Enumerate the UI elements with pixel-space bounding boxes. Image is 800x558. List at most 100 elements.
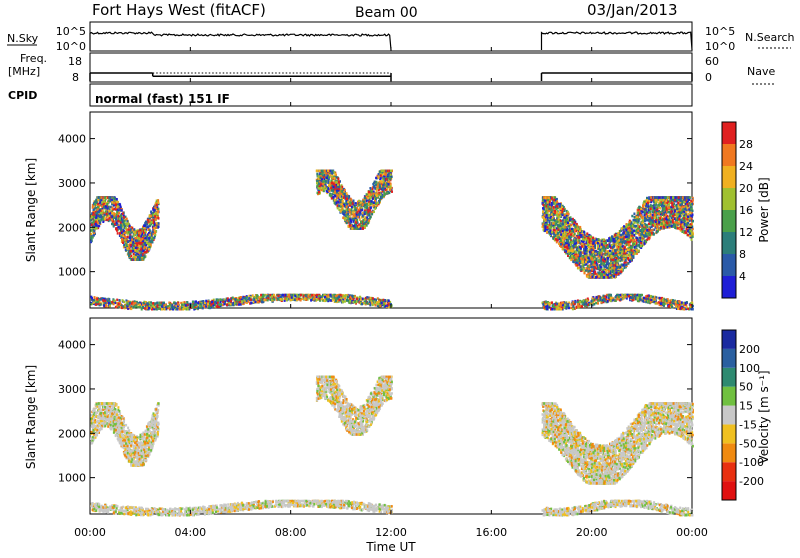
date-title: 03/Jan/2013 [587, 1, 678, 19]
power-point [350, 219, 352, 222]
power-point [335, 181, 337, 184]
power-point [389, 188, 391, 191]
power-point [357, 216, 359, 219]
power-point [349, 224, 351, 227]
power-point [95, 223, 97, 226]
power-point [687, 216, 689, 219]
power-point [95, 216, 97, 219]
power-point [686, 218, 688, 221]
power-point [322, 183, 324, 186]
power-point [383, 195, 385, 198]
power-point [354, 213, 356, 216]
power-point [98, 196, 100, 199]
power-point [134, 258, 136, 261]
power-point [148, 225, 150, 228]
power-point [338, 181, 340, 184]
power-point [346, 205, 348, 208]
power-point [368, 219, 370, 222]
power-point [103, 206, 105, 209]
power-point [321, 170, 323, 173]
power-point [116, 201, 118, 204]
power-point [352, 220, 354, 223]
power-point [379, 199, 381, 202]
power-point [629, 241, 631, 244]
power-point [372, 197, 374, 200]
power-point [358, 213, 360, 216]
power-point [126, 244, 128, 247]
noise-line-0 [90, 32, 391, 50]
power-point [383, 184, 385, 187]
freq-label-line1: Freq. [20, 52, 47, 65]
power-point [317, 185, 319, 188]
power-point [335, 185, 337, 188]
power-point [346, 198, 348, 201]
power-point [123, 216, 125, 219]
power-point [691, 238, 693, 241]
power-point [375, 193, 377, 196]
power-point [154, 207, 156, 210]
power-point [334, 191, 336, 194]
power-point [104, 196, 106, 199]
power-point [346, 192, 348, 195]
power-point [156, 204, 158, 207]
power-point [119, 217, 121, 220]
power-point [101, 196, 103, 199]
power-point [366, 193, 368, 196]
power-point [146, 251, 148, 254]
power-point [385, 184, 387, 187]
power-point [673, 223, 675, 226]
power-point [130, 228, 132, 231]
power-point [369, 187, 371, 190]
power-point [355, 209, 357, 212]
power-point [324, 188, 326, 191]
nave-label: Nave [747, 65, 775, 78]
power-point [338, 205, 340, 208]
freq-left-tick-top: 18 [68, 55, 82, 68]
power-point [133, 234, 135, 237]
power-point [330, 195, 332, 198]
power-point [370, 200, 372, 203]
power-point [148, 248, 150, 251]
noise-left-label: N.Sky [7, 32, 39, 45]
power-point [318, 191, 320, 194]
power-point [112, 207, 114, 210]
noise-right-label: N.Search [745, 31, 795, 44]
power-point [364, 211, 366, 214]
power-point [90, 240, 92, 243]
power-point [110, 196, 112, 199]
power-point [570, 224, 572, 227]
power-point [320, 183, 322, 186]
power-point [111, 223, 113, 226]
power-point [385, 178, 387, 181]
power-point [138, 234, 140, 237]
power-point [359, 218, 361, 221]
power-point [149, 215, 151, 218]
power-point [129, 253, 131, 256]
power-point [390, 173, 392, 176]
power-point [106, 213, 108, 216]
power-point [331, 182, 333, 185]
power-point [375, 202, 377, 205]
station-title: Fort Hays West (fitACF) [92, 1, 266, 19]
power-point [148, 239, 150, 242]
power-point [93, 220, 95, 223]
power-point [158, 226, 160, 229]
power-point [366, 200, 368, 203]
power-point [117, 220, 119, 223]
power-point [116, 211, 118, 214]
power-point [373, 211, 375, 214]
power-point [135, 237, 137, 240]
power-point [108, 206, 110, 209]
power-point [381, 196, 383, 199]
power-point [124, 232, 126, 235]
power-point [692, 199, 694, 202]
power-point [371, 191, 373, 194]
power-point [93, 212, 95, 215]
power-point [135, 247, 137, 250]
power-point [380, 174, 382, 177]
power-point [143, 247, 145, 250]
power-point [151, 233, 153, 236]
power-point [112, 212, 114, 215]
power-point [376, 190, 378, 193]
